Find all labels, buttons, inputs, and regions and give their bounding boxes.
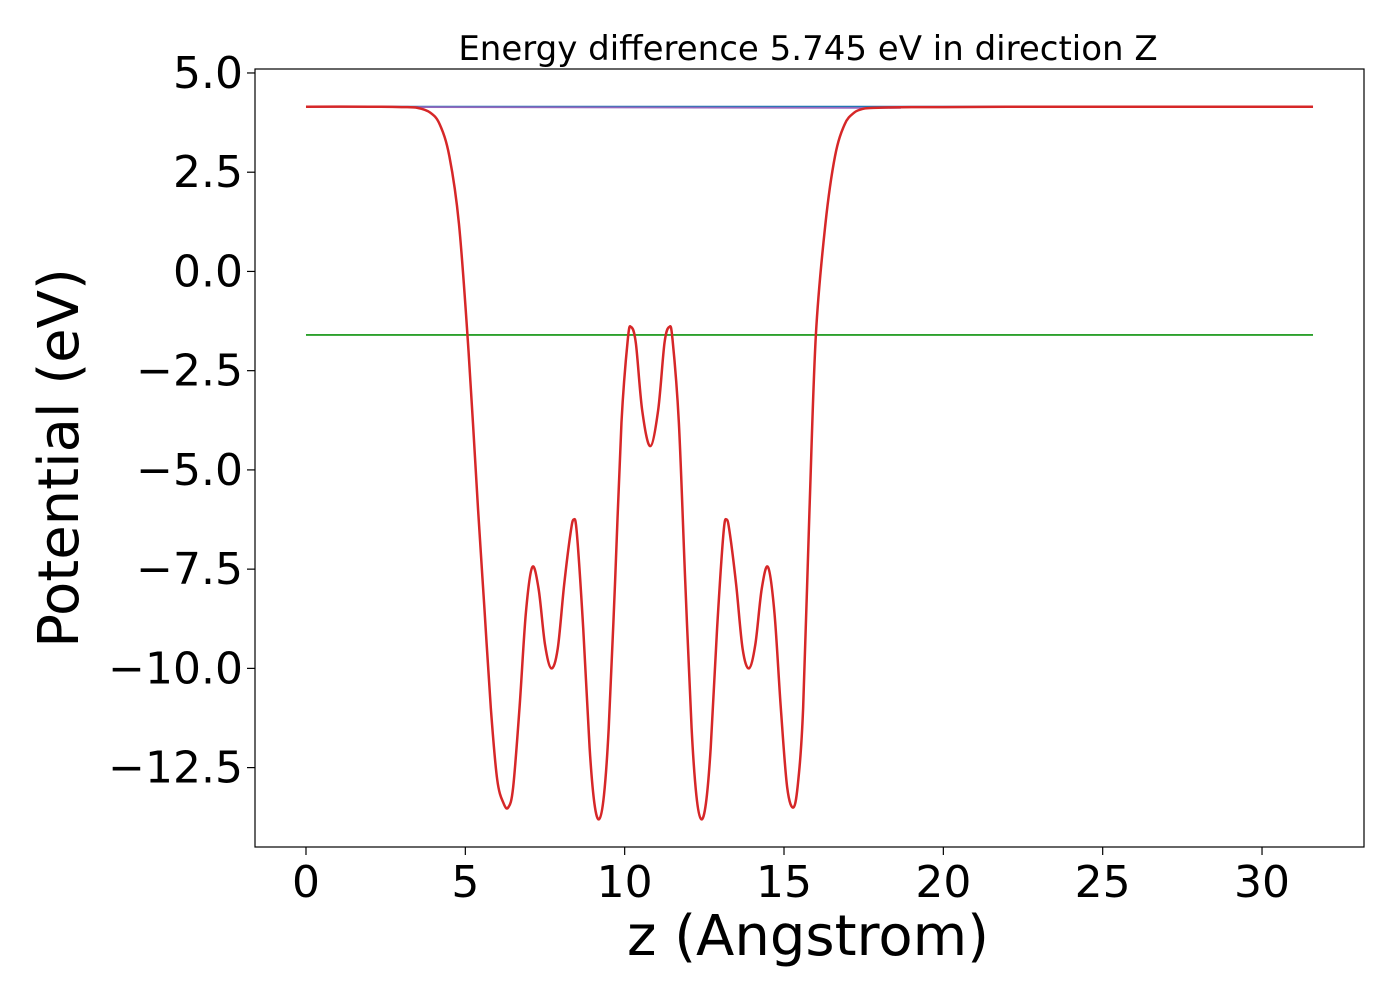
y-tick-label: 2.5 [173, 147, 243, 198]
y-tick-label: −10.0 [108, 643, 243, 694]
series-line-3 [305, 105, 1314, 821]
x-axis-ticks: 0 5 10 15 20 25 30 [292, 847, 1290, 908]
x-tick-label: 25 [1075, 857, 1131, 908]
y-tick-label: −5.0 [136, 445, 243, 496]
x-tick-label: 5 [451, 857, 479, 908]
y-tick-label: −2.5 [136, 346, 243, 397]
x-tick-label: 30 [1234, 857, 1290, 908]
chart-title: Energy difference 5.745 eV in direction … [458, 29, 1157, 69]
plot-frame [254, 68, 1365, 848]
plot-lines [305, 105, 1314, 821]
x-tick-label: 10 [597, 857, 653, 908]
y-tick-label: −7.5 [136, 544, 243, 595]
x-tick-label: 20 [915, 857, 971, 908]
x-axis-label: z (Angstrom) [627, 904, 989, 969]
y-tick-label: 0.0 [173, 246, 243, 297]
y-axis-label: Potential (eV) [27, 268, 92, 648]
y-axis-ticks: 5.0 2.5 0.0 −2.5 −5.0 −7.5 −10.0 −12.5 [108, 48, 255, 794]
y-tick-label: −12.5 [108, 743, 243, 794]
y-tick-label: 5.0 [173, 48, 243, 99]
x-tick-label: 0 [292, 857, 320, 908]
x-tick-label: 15 [756, 857, 812, 908]
